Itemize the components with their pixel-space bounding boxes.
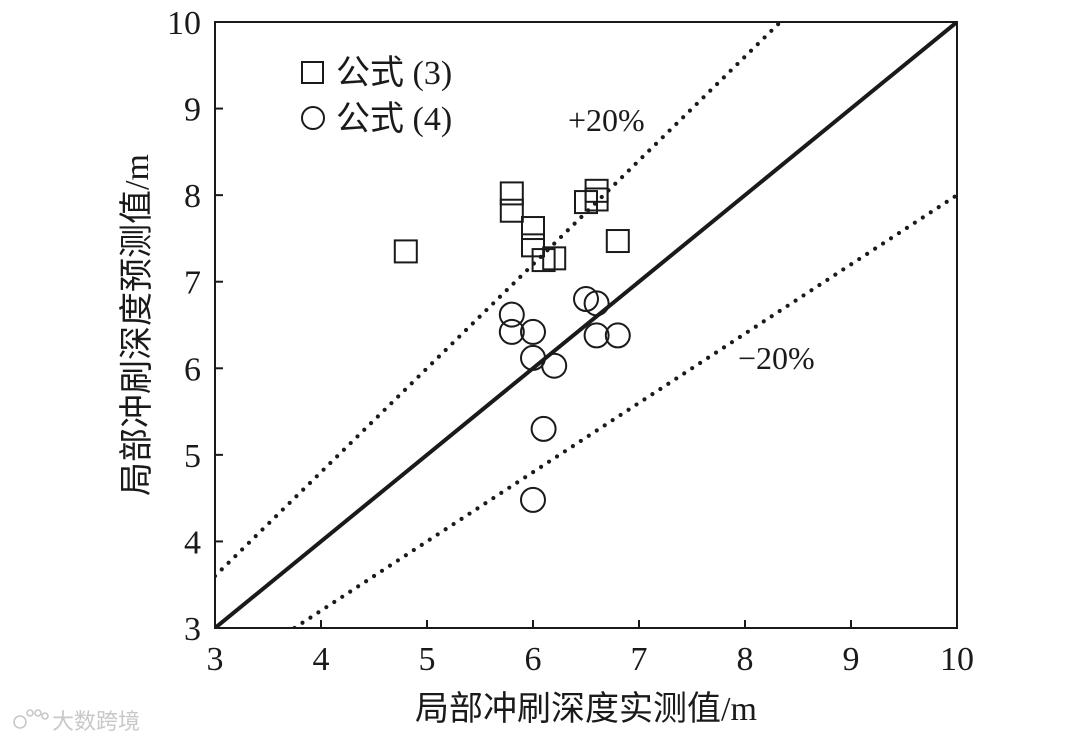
y-tick-label: 9 (184, 92, 201, 129)
y-axis-ticks: 3 4 5 6 7 8 9 10 (167, 5, 223, 648)
reference-line-1 (215, 22, 957, 628)
x-tick-label: 6 (525, 641, 542, 678)
data-point-series-1 (605, 229, 630, 254)
data-point-series-1 (542, 246, 567, 271)
y-tick-label: 7 (184, 265, 201, 302)
data-point-series-2 (498, 318, 525, 345)
x-tick-label: 10 (940, 641, 974, 678)
x-tick-label: 8 (737, 641, 754, 678)
data-point-series-2 (573, 286, 599, 313)
data-markers (393, 178, 631, 513)
data-point-series-1 (499, 198, 524, 223)
annotation-plus-20: +20% (568, 102, 645, 138)
data-point-series-2 (520, 318, 546, 345)
data-point-series-2 (498, 301, 525, 328)
data-point-series-1 (584, 187, 609, 212)
legend: 公式 (3) 公式 (4) (301, 55, 452, 138)
y-tick-label: 3 (184, 611, 201, 648)
x-tick-label: 9 (843, 641, 860, 678)
legend-label-series-1: 公式 (3) (336, 55, 452, 92)
x-axis-title: 局部冲刷深度实测值/m (415, 690, 757, 728)
annotation-minus-20: −20% (738, 340, 815, 376)
x-tick-label: 5 (419, 641, 436, 678)
watermark-text: 大数跨境 (52, 710, 140, 735)
data-point-series-2 (530, 415, 557, 442)
data-point-series-1 (521, 216, 545, 241)
x-tick-label: 7 (631, 641, 648, 678)
y-tick-label: 10 (167, 5, 201, 42)
y-tick-label: 6 (184, 351, 201, 388)
data-point-series-2 (520, 486, 546, 513)
legend-square-marker (301, 61, 324, 84)
data-point-series-2 (583, 290, 610, 317)
plot-frame (214, 21, 958, 629)
y-tick-label: 5 (184, 438, 201, 475)
data-point-series-2 (604, 322, 631, 349)
watermark: 大数跨境 (13, 709, 140, 735)
reference-lines (215, 22, 957, 628)
y-tick-label: 4 (184, 524, 201, 561)
x-tick-label: 4 (313, 641, 330, 678)
data-point-series-2 (583, 322, 610, 349)
x-tick-label: 3 (207, 641, 224, 678)
data-point-series-1 (499, 181, 524, 206)
paw-logo-icon (13, 709, 49, 729)
y-tick-label: 8 (184, 178, 201, 215)
legend-circle-marker (301, 106, 325, 130)
legend-label-series-2: 公式 (4) (336, 101, 452, 138)
x-axis-ticks: 3 4 5 6 7 8 9 10 (207, 620, 974, 678)
y-axis-title: 局部冲刷深度预测值/m (118, 154, 156, 496)
reference-line-3 (290, 193, 957, 628)
data-point-series-1 (393, 239, 418, 264)
data-point-series-2 (541, 352, 568, 379)
